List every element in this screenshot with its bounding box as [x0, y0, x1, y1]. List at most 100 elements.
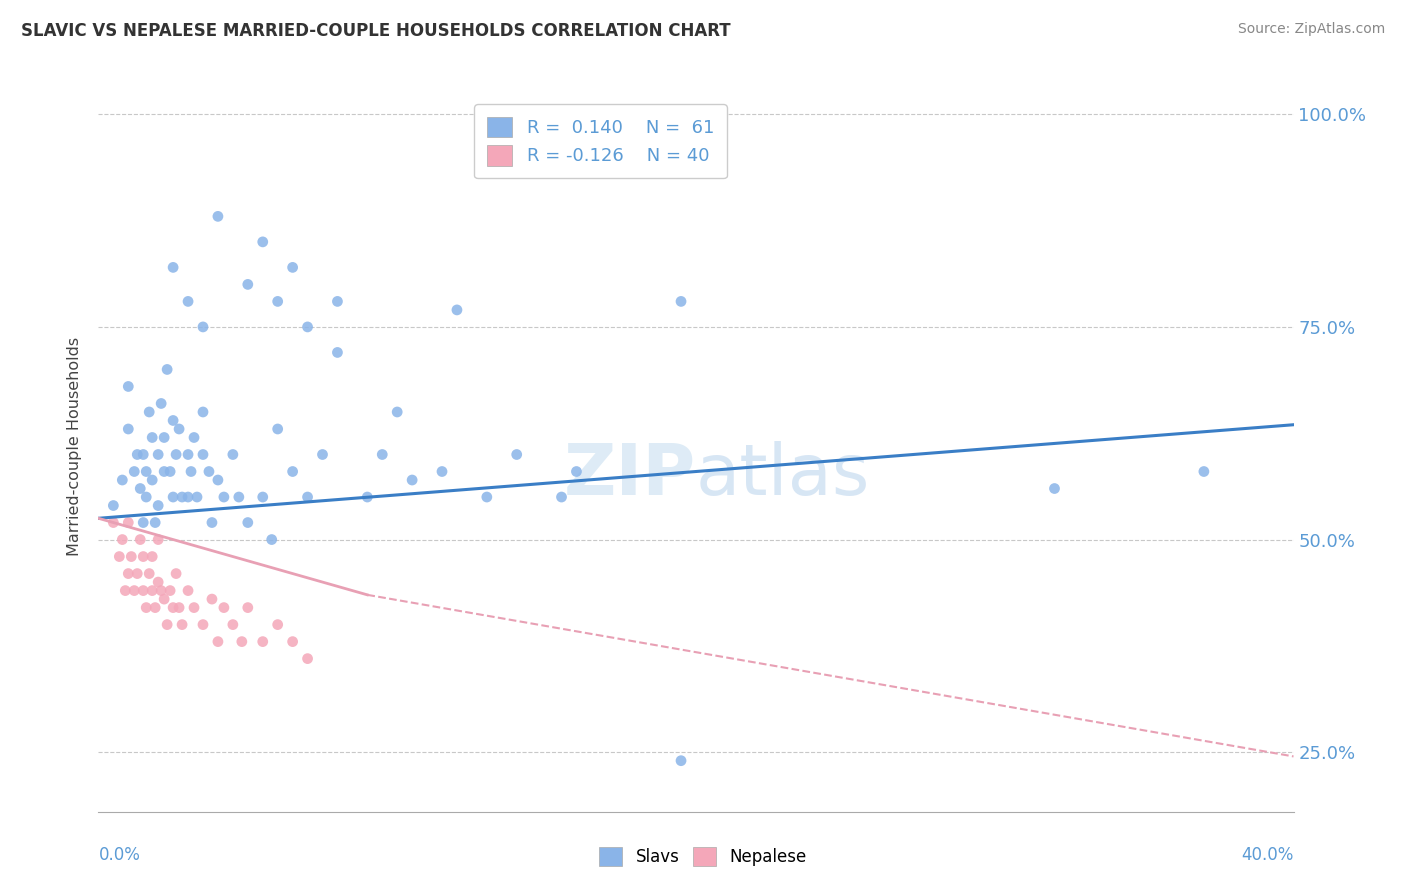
Point: [167, 422, 190, 436]
Point: [201, 516, 224, 530]
Point: [148, 575, 170, 590]
Text: SLAVIC VS NEPALESE MARRIED-COUPLE HOUSEHOLDS CORRELATION CHART: SLAVIC VS NEPALESE MARRIED-COUPLE HOUSEH…: [21, 22, 731, 40]
Point: [111, 473, 134, 487]
Point: [153, 592, 176, 607]
Point: [172, 490, 194, 504]
Point: [159, 465, 181, 479]
Point: [236, 277, 259, 292]
Point: [297, 651, 319, 665]
Point: [135, 490, 157, 504]
Text: ZIP: ZIP: [564, 441, 696, 509]
Point: [117, 379, 139, 393]
Point: [135, 465, 157, 479]
Point: [297, 490, 319, 504]
Point: [267, 617, 290, 632]
Point: [129, 533, 152, 547]
Point: [162, 490, 184, 504]
Point: [143, 516, 166, 530]
Point: [148, 499, 170, 513]
Point: [326, 294, 349, 309]
Point: [207, 634, 229, 648]
Point: [156, 617, 179, 632]
Point: [162, 600, 184, 615]
Point: [103, 499, 125, 513]
Point: [669, 754, 692, 768]
Point: [356, 490, 378, 504]
Point: [172, 617, 194, 632]
Text: atlas: atlas: [696, 441, 870, 509]
Point: [165, 448, 187, 462]
Point: [180, 465, 202, 479]
Point: [198, 465, 221, 479]
Point: [111, 533, 134, 547]
Point: [281, 634, 304, 648]
Point: [311, 448, 333, 462]
Point: [132, 549, 155, 564]
Point: [156, 362, 179, 376]
Point: [177, 294, 200, 309]
Text: Source: ZipAtlas.com: Source: ZipAtlas.com: [1237, 22, 1385, 37]
Point: [117, 422, 139, 436]
Point: [371, 448, 394, 462]
Point: [148, 448, 170, 462]
Point: [143, 600, 166, 615]
Point: [103, 516, 125, 530]
Point: [475, 490, 498, 504]
Point: [167, 600, 190, 615]
Point: [127, 566, 149, 581]
Text: 0.0%: 0.0%: [98, 846, 141, 863]
Point: [222, 617, 245, 632]
Point: [401, 473, 423, 487]
Point: [162, 413, 184, 427]
Point: [108, 549, 131, 564]
Point: [159, 583, 181, 598]
Point: [141, 473, 163, 487]
Point: [191, 448, 214, 462]
Point: [186, 490, 208, 504]
Point: [297, 320, 319, 334]
Point: [191, 405, 214, 419]
Point: [1043, 482, 1066, 496]
Point: [177, 448, 200, 462]
Point: [135, 600, 157, 615]
Point: [132, 583, 155, 598]
Point: [201, 592, 224, 607]
Point: [506, 448, 529, 462]
Point: [207, 210, 229, 224]
Point: [565, 465, 588, 479]
Point: [141, 549, 163, 564]
Point: [212, 600, 235, 615]
Point: [1192, 465, 1215, 479]
Point: [252, 634, 274, 648]
Point: [385, 405, 409, 419]
Text: 40.0%: 40.0%: [1241, 846, 1294, 863]
Point: [191, 320, 214, 334]
Point: [153, 465, 176, 479]
Point: [267, 422, 290, 436]
Point: [153, 430, 176, 444]
Point: [281, 260, 304, 275]
Point: [165, 566, 187, 581]
Point: [177, 583, 200, 598]
Point: [124, 465, 146, 479]
Point: [222, 448, 245, 462]
Point: [117, 566, 139, 581]
Point: [177, 490, 200, 504]
Point: [150, 396, 173, 410]
Point: [141, 583, 163, 598]
Point: [138, 566, 160, 581]
Point: [191, 617, 214, 632]
Point: [129, 482, 152, 496]
Point: [132, 516, 155, 530]
Point: [212, 490, 235, 504]
Point: [114, 583, 136, 598]
Legend: Slavs, Nepalese: Slavs, Nepalese: [592, 840, 814, 873]
Point: [183, 430, 205, 444]
Point: [117, 516, 139, 530]
Point: [132, 448, 155, 462]
Point: [252, 490, 274, 504]
Point: [326, 345, 349, 359]
Point: [127, 448, 149, 462]
Point: [550, 490, 572, 504]
Point: [236, 516, 259, 530]
